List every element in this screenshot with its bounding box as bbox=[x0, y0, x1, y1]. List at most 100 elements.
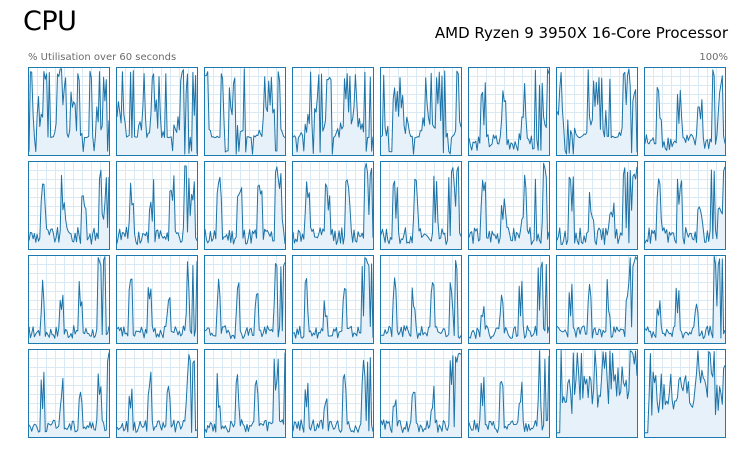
utilisation-line bbox=[205, 68, 285, 155]
utilisation-line bbox=[29, 68, 109, 153]
utilisation-line bbox=[557, 256, 637, 339]
core-graph-plot bbox=[293, 357, 373, 437]
core-graph-plot bbox=[205, 352, 285, 437]
utilisation-line bbox=[557, 350, 637, 434]
core-graph-17 bbox=[116, 255, 198, 344]
core-graph-20 bbox=[380, 255, 462, 344]
core-graph-7 bbox=[644, 67, 726, 156]
core-graph-plot bbox=[205, 166, 285, 249]
utilisation-line bbox=[645, 350, 725, 434]
core-graph-plot bbox=[469, 162, 549, 249]
logical-processor-grid bbox=[28, 67, 728, 441]
utilisation-line bbox=[205, 352, 285, 433]
core-graph-plot bbox=[469, 68, 549, 155]
core-graph-13 bbox=[468, 161, 550, 250]
utilisation-line bbox=[381, 166, 461, 245]
core-graph-plot bbox=[293, 71, 373, 155]
core-graph-plot bbox=[29, 169, 109, 249]
core-graph-plot bbox=[469, 350, 549, 437]
core-graph-23 bbox=[644, 255, 726, 344]
core-graph-plot bbox=[645, 69, 725, 155]
utilisation-line bbox=[29, 352, 109, 433]
core-graph-plot bbox=[381, 70, 461, 155]
core-graph-plot bbox=[557, 256, 637, 343]
utilisation-area bbox=[381, 71, 461, 155]
core-graph-18 bbox=[204, 255, 286, 344]
utilisation-line bbox=[117, 260, 197, 339]
core-graph-plot bbox=[117, 165, 197, 249]
utilisation-line bbox=[117, 69, 197, 155]
utilisation-area bbox=[645, 350, 725, 437]
utilisation-line bbox=[645, 166, 725, 245]
utilisation-area bbox=[645, 166, 725, 249]
core-graph-plot bbox=[557, 350, 637, 437]
core-graph-plot bbox=[29, 68, 109, 155]
core-graph-10 bbox=[204, 161, 286, 250]
utilisation-area bbox=[205, 166, 285, 249]
page-title: CPU bbox=[23, 6, 77, 37]
core-graph-30 bbox=[556, 349, 638, 438]
utilisation-area bbox=[29, 256, 109, 343]
core-graph-plot bbox=[381, 166, 461, 249]
utilisation-line bbox=[645, 69, 725, 151]
utilisation-line bbox=[557, 68, 637, 155]
utilisation-line bbox=[293, 162, 373, 245]
core-graph-plot bbox=[205, 262, 285, 343]
core-graph-15 bbox=[644, 161, 726, 250]
utilisation-line bbox=[381, 260, 461, 339]
core-graph-plot bbox=[117, 354, 197, 437]
core-graph-plot bbox=[469, 261, 549, 343]
core-graph-plot bbox=[29, 256, 109, 343]
core-graph-plot bbox=[117, 260, 197, 343]
utilisation-area bbox=[205, 352, 285, 437]
core-graph-22 bbox=[556, 255, 638, 344]
core-graph-28 bbox=[380, 349, 462, 438]
core-graph-3 bbox=[292, 67, 374, 156]
core-graph-4 bbox=[380, 67, 462, 156]
utilisation-line bbox=[645, 256, 725, 339]
utilisation-line bbox=[205, 262, 285, 340]
core-graph-24 bbox=[28, 349, 110, 438]
core-graph-11 bbox=[292, 161, 374, 250]
utilisation-line bbox=[469, 261, 549, 340]
utilisation-line bbox=[469, 68, 549, 152]
utilisation-area bbox=[557, 69, 637, 155]
core-graph-14 bbox=[556, 161, 638, 250]
core-graph-5 bbox=[468, 67, 550, 156]
core-graph-plot bbox=[293, 162, 373, 249]
core-graph-plot bbox=[645, 256, 725, 343]
core-graph-plot bbox=[557, 68, 637, 155]
core-graph-16 bbox=[28, 255, 110, 344]
core-graph-plot bbox=[205, 68, 285, 155]
core-graph-plot bbox=[29, 352, 109, 437]
processor-name: AMD Ryzen 9 3950X 16-Core Processor bbox=[434, 24, 728, 42]
utilisation-line bbox=[117, 354, 197, 433]
utilisation-line bbox=[381, 352, 461, 434]
graph-caption-utilisation: % Utilisation over 60 seconds bbox=[28, 52, 177, 63]
core-graph-12 bbox=[380, 161, 462, 250]
utilisation-line bbox=[469, 162, 549, 246]
utilisation-line bbox=[117, 165, 197, 246]
utilisation-area bbox=[469, 350, 549, 437]
core-graph-2 bbox=[204, 67, 286, 156]
utilisation-line bbox=[205, 166, 285, 245]
core-graph-plot bbox=[645, 166, 725, 249]
utilisation-area bbox=[645, 69, 725, 155]
utilisation-line bbox=[381, 70, 461, 155]
core-graph-31 bbox=[644, 349, 726, 438]
utilisation-area bbox=[293, 357, 373, 437]
utilisation-area bbox=[381, 260, 461, 343]
utilisation-area bbox=[117, 354, 197, 437]
core-graph-0 bbox=[28, 67, 110, 156]
utilisation-line bbox=[557, 166, 637, 246]
core-graph-27 bbox=[292, 349, 374, 438]
utilisation-line bbox=[293, 357, 373, 433]
graph-caption-max: 100% bbox=[699, 52, 728, 63]
core-graph-8 bbox=[28, 161, 110, 250]
core-graph-26 bbox=[204, 349, 286, 438]
core-graph-plot bbox=[381, 260, 461, 343]
utilisation-area bbox=[293, 72, 373, 155]
utilisation-line bbox=[29, 256, 109, 339]
core-graph-1 bbox=[116, 67, 198, 156]
core-graph-plot bbox=[645, 350, 725, 437]
